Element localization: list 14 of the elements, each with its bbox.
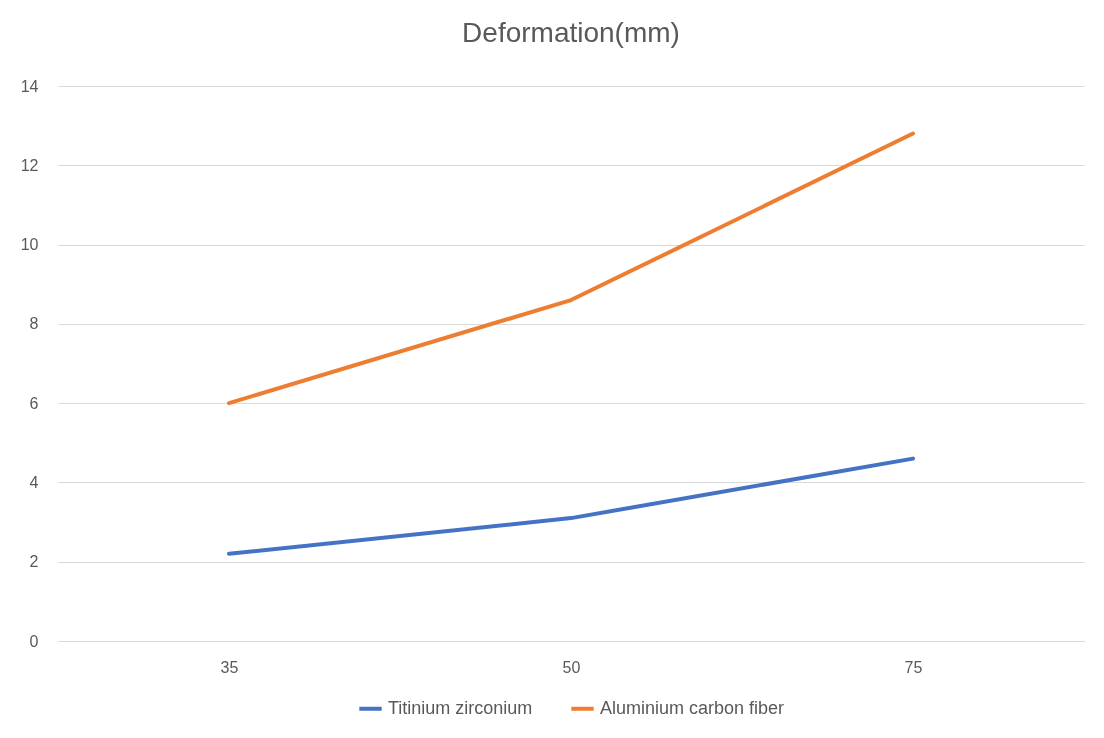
y-tick-label: 2 (29, 553, 39, 571)
y-tick-label: 12 (20, 156, 39, 174)
legend-label: Aluminium carbon fiber (600, 697, 785, 718)
chart-title: Deformation(mm) (462, 17, 680, 48)
legend-label: Titinium zirconium (388, 697, 533, 718)
y-tick-label: 14 (20, 77, 39, 95)
x-tick-label: 50 (562, 658, 581, 676)
y-tick-label: 6 (29, 394, 39, 412)
x-tick-label: 75 (904, 658, 923, 676)
y-tick-label: 4 (29, 473, 39, 491)
y-tick-label: 8 (29, 315, 39, 333)
x-tick-label: 35 (220, 658, 239, 676)
y-tick-label: 10 (20, 236, 39, 254)
y-tick-label: 0 (29, 632, 39, 650)
